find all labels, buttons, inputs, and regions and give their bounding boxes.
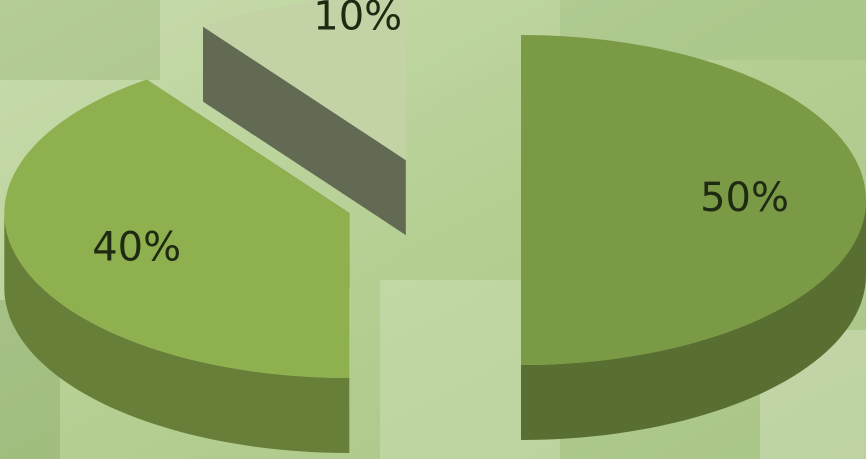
slice-wall [521,200,866,440]
data-label: 40% [92,225,181,271]
slice [4,79,350,378]
slice-wall [4,213,350,453]
data-label: 10% [313,0,402,40]
slice [203,0,406,161]
data-label: 50% [700,175,789,221]
slice-side [203,26,406,236]
slice [521,35,866,365]
